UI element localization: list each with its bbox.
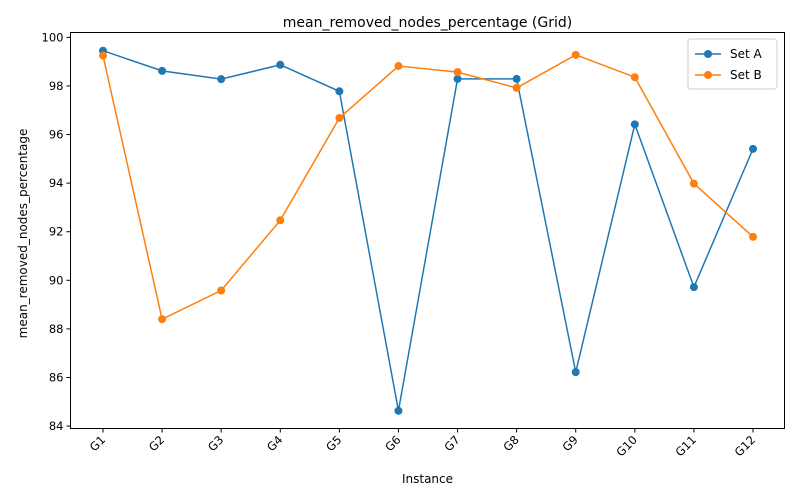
data-point xyxy=(217,286,226,295)
y-axis-label: mean_removed_nodes_percentage xyxy=(16,129,30,339)
series-line-0 xyxy=(102,50,754,411)
data-point xyxy=(689,283,698,292)
x-tick-label: G11 xyxy=(672,433,699,460)
data-point xyxy=(630,120,639,129)
data-point xyxy=(158,315,167,324)
data-point xyxy=(335,114,344,123)
axes-frame xyxy=(70,32,785,429)
y-axis: 84 86 88 90 92 94 96 98 100 xyxy=(42,30,71,433)
x-tick-label: G4 xyxy=(264,433,285,454)
chart-title: mean_removed_nodes_percentage (Grid) xyxy=(283,15,572,31)
data-point xyxy=(453,68,462,77)
x-tick-label: G9 xyxy=(559,433,580,454)
y-tick-label: 88 xyxy=(49,322,64,336)
x-axis-label: Instance xyxy=(402,472,453,486)
x-tick-label: G12 xyxy=(732,433,759,460)
data-point xyxy=(394,62,403,71)
y-tick-label: 98 xyxy=(49,79,64,93)
y-tick-label: 96 xyxy=(49,128,64,142)
x-tick-label: G5 xyxy=(323,433,344,454)
series-line-1 xyxy=(102,54,754,321)
data-point xyxy=(571,50,580,59)
data-point xyxy=(394,406,403,415)
y-tick-label: 100 xyxy=(42,30,64,44)
x-tick-label: G3 xyxy=(205,433,226,454)
data-point xyxy=(512,74,521,83)
legend: Set A Set B xyxy=(687,38,778,90)
legend-label: Set A xyxy=(730,47,763,61)
y-tick-label: 86 xyxy=(49,370,64,384)
data-point xyxy=(99,51,107,60)
data-point xyxy=(512,83,521,92)
data-point xyxy=(749,144,757,153)
data-point xyxy=(217,75,226,84)
x-tick-label: G1 xyxy=(87,433,108,454)
x-tick-label: G6 xyxy=(382,433,403,454)
y-tick-label: 92 xyxy=(49,225,64,239)
y-tick-label: 90 xyxy=(49,273,64,287)
data-point xyxy=(571,368,580,377)
data-point xyxy=(453,74,462,83)
data-point xyxy=(276,60,285,69)
legend-marker xyxy=(704,71,712,79)
x-axis: G1 G2 G3 G4 G5 G6 G7 G8 G9 G10 G11 G12 xyxy=(87,428,759,460)
y-tick-label: 94 xyxy=(49,176,64,190)
data-point xyxy=(749,232,757,241)
plot-area xyxy=(99,46,757,415)
y-tick-label: 84 xyxy=(49,419,64,433)
data-point xyxy=(158,66,167,75)
legend-marker xyxy=(704,50,712,58)
x-tick-label: G2 xyxy=(146,433,167,454)
data-point xyxy=(276,216,285,225)
legend-label: Set B xyxy=(730,68,762,82)
x-tick-label: G8 xyxy=(500,433,521,454)
x-tick-label: G7 xyxy=(441,433,462,454)
x-tick-label: G10 xyxy=(613,433,640,460)
data-point xyxy=(630,73,639,82)
data-point xyxy=(335,87,344,96)
data-point xyxy=(689,179,698,188)
